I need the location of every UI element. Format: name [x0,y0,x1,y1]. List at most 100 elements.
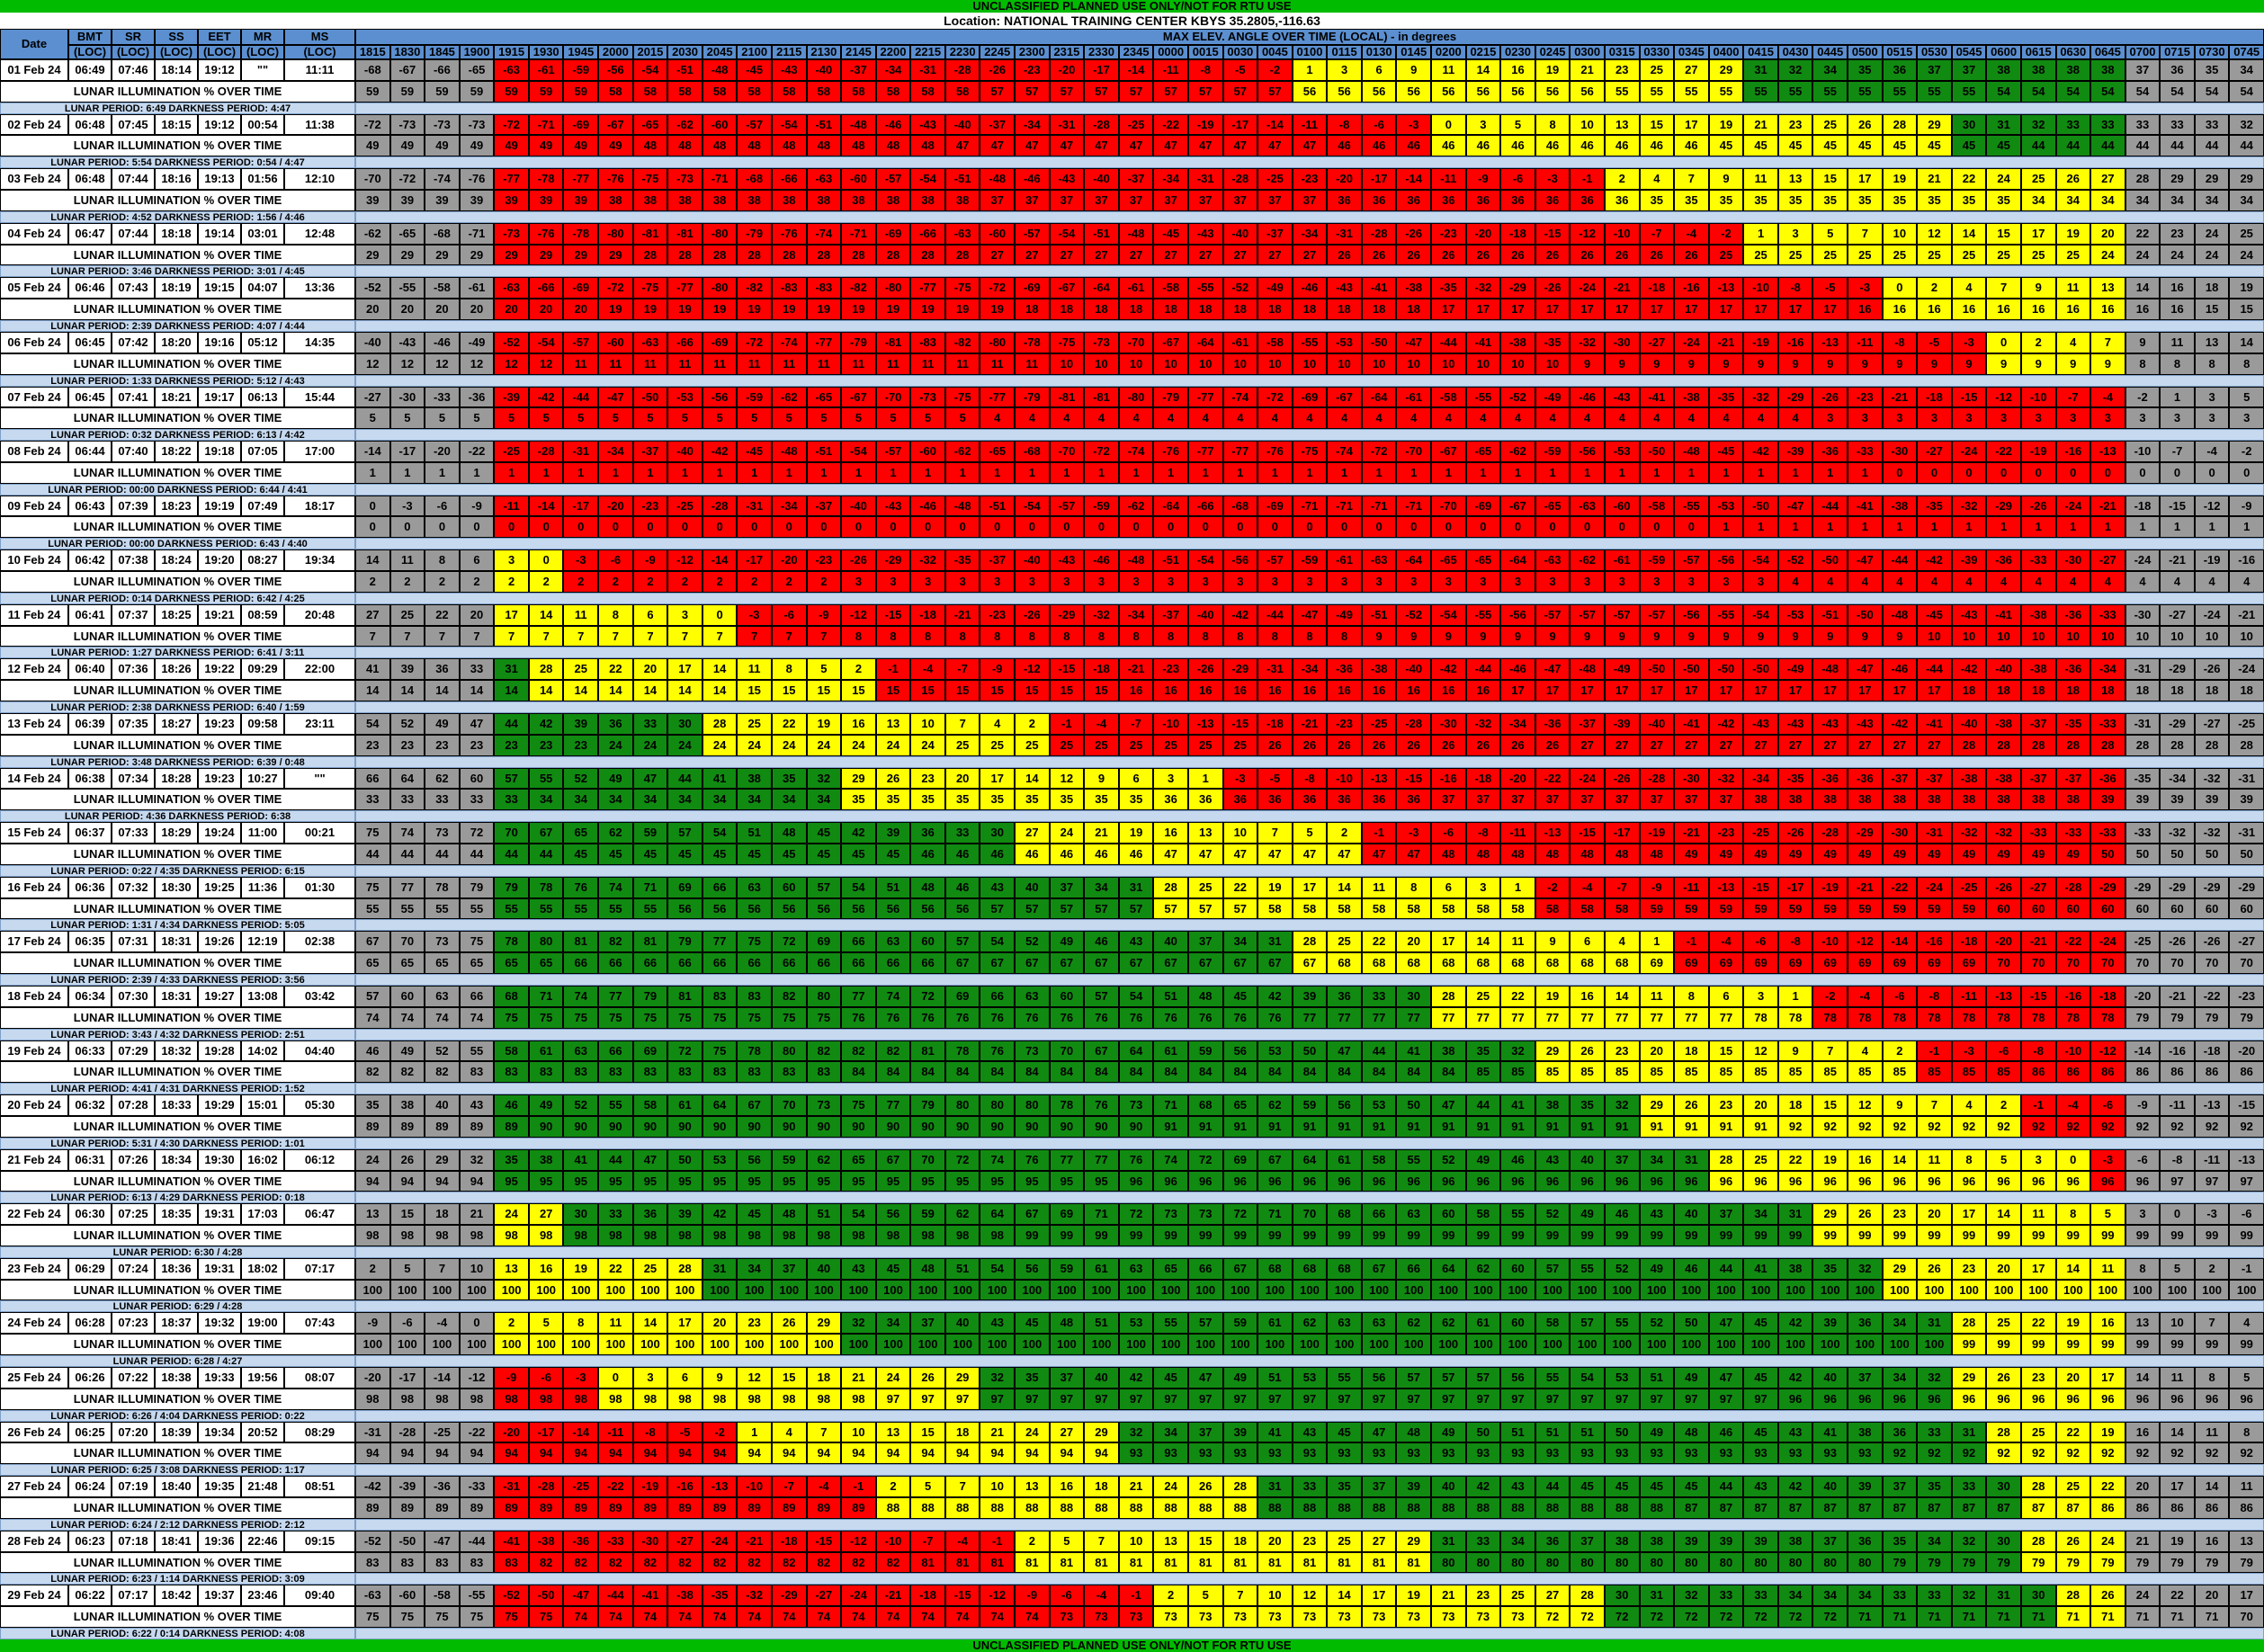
elev-cell: 40 [1674,1203,1709,1226]
period-band [355,1300,2264,1313]
elev-cell: -30 [389,386,425,408]
illum-cell: 73 [1431,1606,1466,1628]
elev-cell: -52 [494,1585,529,1607]
elev-cell: -25 [2125,931,2161,953]
elev-cell: 34 [1812,59,1848,81]
illum-cell: 98 [667,1388,702,1410]
elev-cell: 47 [1187,1367,1223,1389]
illum-cell: 47 [1257,844,1293,865]
day-eet: 19:24 [198,822,241,844]
elev-cell: -34 [1500,713,1535,735]
elev-cell: 14 [1327,876,1362,898]
elev-cell: -16 [2160,1040,2195,1062]
illum-cell: 4 [1257,407,1293,430]
elev-cell: -62 [1500,441,1535,462]
elev-cell: -41 [1465,331,1501,353]
illum-cell: 100 [910,1334,945,1356]
illum-cell: 100 [1500,1279,1535,1301]
illum-cell: 100 [1604,1279,1640,1301]
elev-cell: -7 [1639,222,1675,245]
illum-cell: 24 [771,734,807,756]
elev-cell: -4 [425,1312,460,1335]
illum-cell: 89 [632,1497,668,1519]
illum-cell: 74 [910,1606,945,1628]
elev-cell: 31 [1986,113,2021,136]
elev-cell: -17 [563,495,599,517]
illum-cell: 37 [1015,189,1050,211]
elev-cell: 67 [1084,1040,1119,1062]
illum-cell: 44 [459,844,495,865]
elev-cell: 13 [875,1421,911,1443]
elev-cell: 7 [2194,1312,2230,1335]
illum-cell: 4 [1327,407,1362,430]
day-eet: 19:13 [198,168,241,190]
elev-cell: 16 [2125,1421,2161,1443]
illum-label: LUNAR ILLUMINATION % OVER TIME [0,516,355,539]
elev-cell: 0 [1882,277,1918,299]
period-band [355,1464,2264,1477]
illum-cell: 100 [667,1334,702,1356]
elev-cell: -24 [1570,767,1605,790]
illum-cell: 20 [494,299,529,320]
elev-cell: 8 [2055,1203,2091,1226]
illum-cell: 82 [425,1061,460,1084]
illum-cell: 95 [841,1170,876,1192]
elev-cell: 43 [1639,1203,1675,1226]
elev-cell: 34 [1848,1585,1883,1607]
elev-cell: 68 [1327,1203,1362,1226]
illum-cell: 99 [1986,1225,2021,1246]
elev-cell: -27 [355,386,390,408]
illum-cell: 45 [1708,135,1744,157]
day-date: 10 Feb 24 [0,549,68,572]
illum-cell: 0 [2160,461,2195,484]
elev-cell: 37 [1049,876,1085,898]
illum-cell: 69 [1708,952,1744,974]
illum-cell: 9 [1708,625,1744,647]
elev-cell: 22 [2020,1312,2056,1335]
illum-cell: 74 [980,1606,1016,1628]
elev-cell: -24 [1570,277,1605,299]
illum-cell: 56 [1500,80,1535,103]
illum-cell: 11 [771,353,807,375]
day-eet: 19:23 [198,713,241,735]
elev-cell: 2 [1015,713,1050,735]
illum-cell: 10 [1257,353,1293,375]
illum-cell: 1 [1015,461,1050,484]
elev-cell: 12 [737,1367,772,1389]
illum-cell: 12 [494,353,529,375]
elev-cell: -10 [1153,713,1188,735]
illum-cell: 87 [1986,1497,2021,1519]
elev-cell: 2 [1917,277,1952,299]
elev-cell: -16 [2055,441,2091,462]
illum-cell: 78 [2090,1006,2125,1029]
elev-cell: 46 [494,1094,529,1116]
illum-cell: 19 [771,299,807,320]
illum-cell: 8 [1015,625,1050,647]
illum-cell: 81 [1118,1551,1154,1574]
illum-cell: 27 [1292,244,1328,266]
elev-cell: 23 [910,767,945,790]
illum-cell: 0 [1986,461,2021,484]
illum-cell: 95 [528,1170,564,1192]
illum-cell: 92 [2160,1442,2195,1465]
elev-cell: -26 [2020,495,2056,517]
illum-cell: 19 [980,299,1016,320]
elev-cell: 63 [1327,1312,1362,1335]
illum-cell: 73 [1153,1606,1188,1628]
elev-cell: 35 [1465,1040,1501,1062]
elev-cell: 45 [1639,1476,1675,1498]
day-ms: 02:38 [284,931,355,953]
illum-cell: 68 [1431,952,1466,974]
elev-cell: 76 [1084,1094,1119,1116]
illum-cell: 93 [1396,1442,1432,1465]
illum-cell: 35 [1951,189,1987,211]
elev-cell: 70 [389,931,425,953]
day-ss: 18:35 [155,1203,198,1226]
illum-cell: 75 [806,1006,842,1029]
illum-cell: 4 [1951,571,1987,593]
illum-cell: 82 [806,1551,842,1574]
elev-cell: -5 [1917,331,1952,353]
elev-cell: 17 [1431,931,1466,953]
elev-cell: 13 [494,1257,529,1280]
elev-cell: -21 [2020,931,2056,953]
